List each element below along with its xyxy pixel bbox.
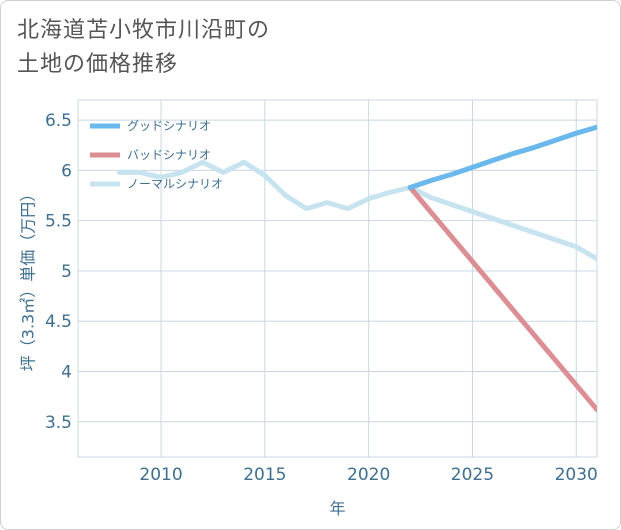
y-tick-label: 4.5 xyxy=(45,312,72,332)
series-line-バッドシナリオ xyxy=(407,185,597,413)
legend-label: ノーマルシナリオ xyxy=(127,177,223,191)
y-tick-label: 3.5 xyxy=(45,413,72,433)
grid xyxy=(77,99,598,458)
series-line-ノーマルシナリオ xyxy=(117,159,597,262)
series-line-グッドシナリオ xyxy=(407,124,597,190)
x-tick-label: 2025 xyxy=(451,465,494,485)
plot-border xyxy=(77,99,598,458)
legend-label: グッドシナリオ xyxy=(127,119,211,133)
chart-title: 北海道苫小牧市川沿町の 土地の価格推移 xyxy=(17,18,271,77)
x-tick-label: 2030 xyxy=(555,465,598,485)
x-tick-label: 2015 xyxy=(243,465,286,485)
legend-label: バッドシナリオ xyxy=(127,148,211,162)
x-axis-title: 年 xyxy=(329,499,345,518)
tick-labels: 2010 2015 2020 2025 2030 3.5 4 4.5 5 5.5 6 6.5 xyxy=(45,111,598,485)
y-tick-label: 5 xyxy=(61,262,72,282)
y-tick-label: 6 xyxy=(61,161,72,181)
x-tick-label: 2020 xyxy=(347,465,390,485)
y-tick-label: 6.5 xyxy=(45,111,72,131)
y-axis-title: 坪（3.3㎡）単価（万円） xyxy=(19,186,38,371)
y-tick-label: 4 xyxy=(61,363,72,383)
x-tick-label: 2010 xyxy=(139,465,182,485)
y-tick-label: 5.5 xyxy=(45,212,72,232)
series-lines xyxy=(117,124,597,413)
